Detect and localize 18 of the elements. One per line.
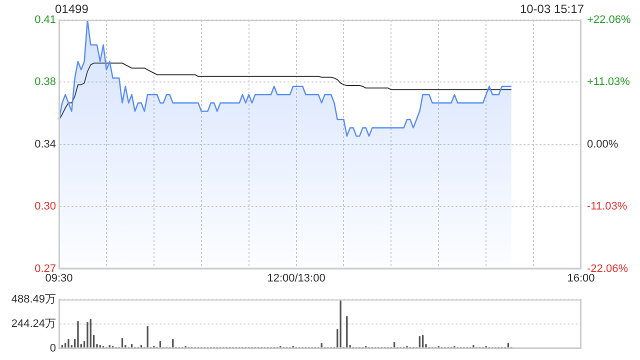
y-tick-label: 244.24万 bbox=[11, 318, 56, 330]
chart-title: 01499 bbox=[55, 2, 88, 16]
y-tick-label: 488.49万 bbox=[11, 294, 56, 306]
y2-tick-label: 0.00% bbox=[587, 138, 618, 150]
y-tick-label: 0.27 bbox=[34, 262, 56, 275]
y-tick-label: 0.38 bbox=[34, 76, 56, 88]
y-tick-label: 0.30 bbox=[34, 200, 56, 213]
y-tick-label: 0.34 bbox=[34, 138, 56, 150]
y-tick-label: 0.41 bbox=[34, 14, 56, 26]
text: 10-03 15:17 bbox=[520, 2, 584, 16]
x-tick-label: 09:30 bbox=[45, 272, 73, 284]
y-tick-label: 0 bbox=[50, 342, 56, 354]
x-tick-label: 12:00/13:00 bbox=[267, 272, 326, 284]
y2-tick-label: +22.06% bbox=[587, 14, 631, 26]
y2-tick-label: +11.03% bbox=[587, 76, 630, 88]
x-tick-label: 16:00 bbox=[567, 272, 595, 284]
y2-tick-label: -22.06% bbox=[587, 262, 628, 275]
y2-tick-label: -11.03% bbox=[587, 200, 628, 213]
